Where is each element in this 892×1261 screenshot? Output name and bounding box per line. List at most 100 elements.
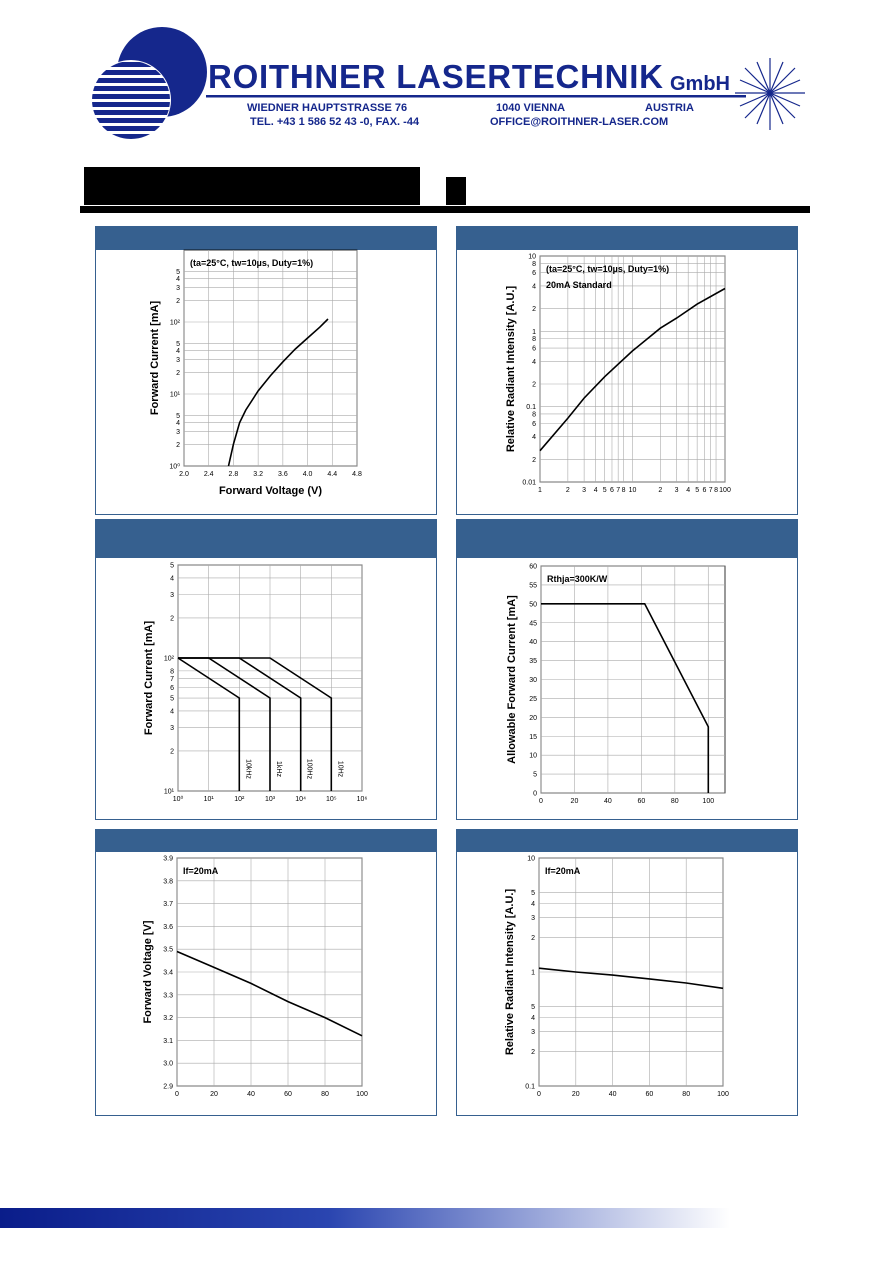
y-tick-label: 10² [170, 320, 181, 327]
title-bar [84, 167, 420, 205]
x-tick-label: 100 [719, 487, 731, 494]
y-tick-label: 2 [531, 1049, 535, 1056]
x-tick-label: 60 [284, 1091, 292, 1098]
y-tick-label: 8 [532, 411, 536, 418]
y-tick-label: 10⁰ [169, 463, 180, 471]
x-tick-label: 60 [637, 798, 645, 805]
y-tick-label: 10 [529, 753, 537, 760]
y-tick-label: 1 [531, 970, 535, 977]
x-tick-label: 10⁴ [295, 796, 306, 803]
y-tick-label: 6 [170, 685, 174, 692]
y-tick-label: 3 [176, 429, 180, 436]
annotation: (ta=25°C, tw=10µs, Duty=1%) [546, 264, 669, 274]
y-tick-label: 3.6 [163, 924, 173, 931]
y-tick-label: 7 [170, 676, 174, 683]
y-axis-label: Forward Current [mA] [149, 301, 161, 416]
series-line [176, 950, 363, 1037]
y-tick-label: 45 [529, 620, 537, 627]
x-tick-label: 2.0 [179, 471, 189, 478]
city: 1040 VIENNA [496, 102, 565, 114]
email: OFFICE@ROITHNER-LASER.COM [490, 116, 668, 128]
y-tick-label: 40 [529, 639, 537, 646]
y-tick-label: 2 [532, 381, 536, 388]
x-tick-label: 7 [709, 487, 713, 494]
y-tick-label: 60 [529, 564, 537, 571]
y-tick-label: 35 [529, 658, 537, 665]
y-tick-label: 20 [529, 715, 537, 722]
y-tick-label: 2 [176, 442, 180, 449]
y-tick-label: 50 [529, 601, 537, 608]
y-tick-label: 4 [176, 348, 180, 355]
x-tick-label: 6 [610, 487, 614, 494]
y-tick-label: 10 [528, 254, 536, 261]
series-line [227, 318, 329, 467]
series-line [539, 287, 726, 452]
y-tick-label: 4 [170, 708, 174, 715]
y-tick-label: 8 [170, 668, 174, 675]
y-tick-label: 3.0 [163, 1061, 173, 1068]
annotation: (ta=25°C, tw=10µs, Duty=1%) [190, 258, 313, 268]
y-tick-label: 3.3 [163, 992, 173, 999]
y-tick-label: 25 [529, 696, 537, 703]
y-tick-label: 3.4 [163, 970, 173, 977]
x-tick-label: 10¹ [204, 796, 215, 803]
y-tick-label: 5 [176, 341, 180, 348]
y-tick-label: 10¹ [164, 789, 175, 796]
series-line [541, 602, 710, 793]
y-tick-label: 8 [532, 261, 536, 268]
x-tick-label: 100 [717, 1091, 729, 1098]
y-tick-label: 3 [531, 915, 535, 922]
x-tick-label: 2.8 [229, 471, 239, 478]
y-tick-label: 2 [176, 298, 180, 305]
x-tick-label: 2 [658, 487, 662, 494]
street: WIEDNER HAUPTSTRASSE 76 [247, 102, 407, 114]
y-tick-label: 2 [176, 370, 180, 377]
y-tick-label: 15 [529, 734, 537, 741]
y-tick-label: 2.9 [163, 1084, 173, 1091]
y-tick-label: 3.8 [163, 878, 173, 885]
y-tick-label: 0.01 [522, 480, 536, 487]
panel-headers [95, 226, 798, 851]
x-tick-label: 5 [695, 487, 699, 494]
annotation: If=20mA [183, 866, 219, 876]
y-tick-label: 2 [532, 457, 536, 464]
x-tick-label: 0 [537, 1091, 541, 1098]
x-tick-label: 40 [604, 798, 612, 805]
x-tick-label: 8 [622, 487, 626, 494]
y-tick-label: 0 [533, 791, 537, 798]
y-tick-label: 3 [170, 592, 174, 599]
x-tick-label: 3.6 [278, 471, 288, 478]
x-tick-label: 3 [675, 487, 679, 494]
y-tick-label: 4 [176, 276, 180, 283]
x-tick-label: 40 [247, 1091, 255, 1098]
y-axis-label: Relative Radiant Intensity [A.U.] [505, 286, 517, 453]
company-suffix: GmbH [670, 73, 730, 95]
x-tick-label: 1 [538, 487, 542, 494]
series-label: 10Hz [336, 761, 343, 778]
y-tick-label: 3.9 [163, 856, 173, 863]
footer-bar [0, 1208, 730, 1228]
x-tick-label: 10³ [265, 796, 276, 803]
title-mark [446, 177, 466, 205]
x-tick-label: 4 [594, 487, 598, 494]
series-line [177, 657, 241, 791]
x-tick-label: 10⁶ [357, 796, 368, 803]
y-tick-label: 6 [532, 346, 536, 353]
y-axis-label: Allowable Forward Current [mA] [506, 595, 518, 764]
x-tick-label: 6 [703, 487, 707, 494]
y-tick-label: 3.2 [163, 1015, 173, 1022]
title-rule [80, 206, 810, 213]
y-tick-label: 5 [176, 413, 180, 420]
series-label: 1kHz [275, 761, 282, 777]
x-tick-label: 80 [671, 798, 679, 805]
series-line [178, 657, 333, 791]
y-tick-label: 30 [529, 677, 537, 684]
company-name: ROITHNER LASERTECHNIK [208, 58, 663, 95]
annotation: Rthja=300K/W [547, 574, 608, 584]
y-axis-label: Relative Radiant Intensity [A.U.] [504, 889, 516, 1056]
y-tick-label: 3.1 [163, 1038, 173, 1045]
x-tick-label: 4.0 [303, 471, 313, 478]
series-label: 100Hz [306, 759, 313, 780]
y-tick-label: 5 [176, 269, 180, 276]
